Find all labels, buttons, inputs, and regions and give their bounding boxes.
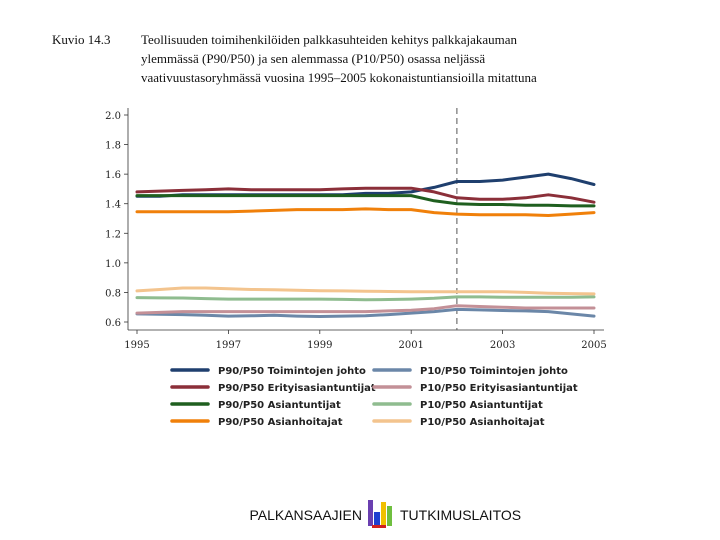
- y-tick-label: 1.2: [105, 229, 121, 240]
- x-tick-label: 1995: [124, 340, 149, 351]
- caption-label: Kuvio 14.3: [52, 32, 111, 47]
- footer-right-text: TUTKIMUSLAITOS: [400, 507, 522, 523]
- y-tick-label: 1.6: [105, 170, 121, 181]
- series-line-5: [135, 194, 596, 208]
- footer-left-text: PALKANSAAJIEN: [249, 507, 362, 523]
- series-line-4: [135, 304, 596, 315]
- legend-label: P10/P50 Asianhoitajat: [420, 417, 545, 428]
- y-tick-label: 0.8: [105, 288, 121, 299]
- caption-text: Teollisuuden toimihenkilöiden palkkasuht…: [141, 30, 661, 87]
- x-tick-label: 2001: [398, 340, 423, 351]
- legend-label: P10/P50 Asiantuntijat: [420, 400, 543, 411]
- line-chart: 0.6 0.8 1.0 1.2 1.4 1.6 1.8 2.0 1995 1997 1999 2001…: [105, 108, 607, 428]
- legend-label: P90/P50 Erityisasiantuntijat: [218, 383, 376, 394]
- series-line-2: [135, 307, 596, 318]
- caption-line-3: vaativuustasoryhmässä vuosina 1995–2005 …: [141, 70, 537, 85]
- legend-label: P90/P50 Asianhoitajat: [218, 417, 343, 428]
- series-line-3: [135, 186, 596, 204]
- x-tick-label: 1999: [307, 340, 332, 351]
- y-tick-label: 0.6: [105, 318, 121, 329]
- x-tick-label: 2003: [490, 340, 515, 351]
- caption-line-2: ylemmässä (P90/P50) ja sen alemmassa (P1…: [141, 51, 486, 66]
- y-tick-label: 1.8: [105, 141, 121, 152]
- legend-label: P10/P50 Toimintojen johto: [420, 366, 568, 377]
- institute-logo-icon: [368, 500, 392, 528]
- legend-label: P10/P50 Erityisasiantuntijat: [420, 383, 578, 394]
- series-line-7: [135, 207, 596, 217]
- x-tick-label: 1997: [216, 340, 241, 351]
- series-line-6: [135, 295, 596, 302]
- y-tick-label: 2.0: [105, 111, 121, 122]
- legend-label: P90/P50 Toimintojen johto: [218, 366, 366, 377]
- y-tick-label: 1.0: [105, 259, 121, 270]
- series-line-8: [135, 286, 596, 296]
- y-tick-label: 1.4: [105, 200, 121, 211]
- x-tick-label: 2005: [581, 340, 606, 351]
- caption-line-1: Teollisuuden toimihenkilöiden palkkasuht…: [141, 32, 518, 47]
- series-line-1: [135, 172, 596, 198]
- legend-label: P90/P50 Asiantuntijat: [218, 400, 341, 411]
- footer: PALKANSAAJIEN TUTKIMUSLAITOS: [0, 498, 720, 538]
